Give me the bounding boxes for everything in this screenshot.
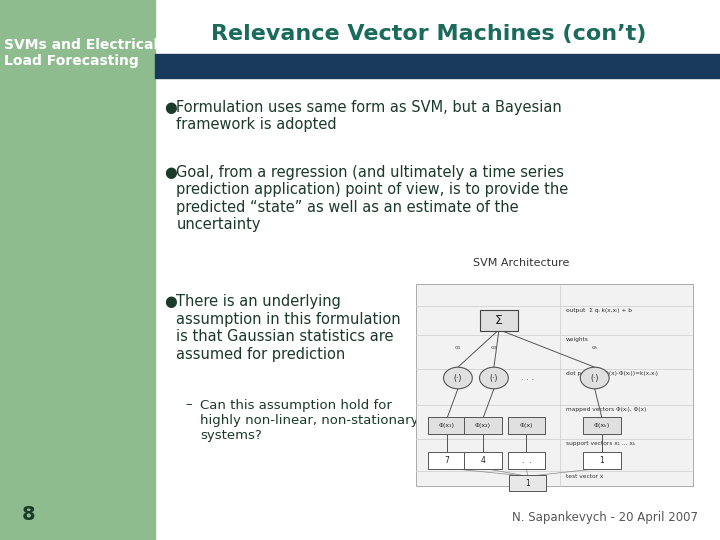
FancyBboxPatch shape	[508, 452, 545, 469]
Text: ●: ●	[164, 165, 177, 180]
Text: 1: 1	[600, 456, 604, 465]
Text: Relevance Vector Machines (con’t): Relevance Vector Machines (con’t)	[211, 24, 646, 44]
FancyBboxPatch shape	[509, 475, 546, 491]
FancyBboxPatch shape	[428, 452, 466, 469]
Text: mapped vectors Φ(xᵢ), Φ(x): mapped vectors Φ(xᵢ), Φ(x)	[566, 407, 647, 412]
FancyBboxPatch shape	[416, 284, 693, 486]
Bar	[0, 0, 155, 540]
FancyBboxPatch shape	[464, 452, 502, 469]
FancyBboxPatch shape	[583, 417, 621, 434]
FancyBboxPatch shape	[464, 417, 502, 434]
Text: 4: 4	[481, 456, 485, 465]
Text: SVM Architecture: SVM Architecture	[473, 258, 570, 268]
Text: support vectors x₁ ... xₖ: support vectors x₁ ... xₖ	[566, 441, 636, 446]
Text: 1: 1	[526, 479, 530, 488]
FancyBboxPatch shape	[583, 452, 621, 469]
Text: –: –	[186, 399, 192, 411]
Text: αₖ: αₖ	[591, 345, 598, 350]
FancyBboxPatch shape	[508, 417, 545, 434]
Text: N. Sapankevych - 20 April 2007: N. Sapankevych - 20 April 2007	[513, 511, 698, 524]
Text: Φ(x): Φ(x)	[520, 423, 533, 428]
Circle shape	[580, 367, 609, 389]
Text: SVMs and Electrical
Load Forecasting: SVMs and Electrical Load Forecasting	[4, 38, 158, 68]
Text: (·): (·)	[590, 374, 599, 382]
Text: There is an underlying
assumption in this formulation
is that Gaussian statistic: There is an underlying assumption in thi…	[176, 294, 401, 361]
Text: Goal, from a regression (and ultimately a time series
prediction application) po: Goal, from a regression (and ultimately …	[176, 165, 569, 232]
Text: Φ(x₂): Φ(x₂)	[475, 423, 491, 428]
Text: Σ: Σ	[495, 314, 503, 327]
Circle shape	[480, 367, 508, 389]
Text: 8: 8	[22, 505, 35, 524]
Text: . . .: . . .	[521, 374, 534, 382]
Circle shape	[444, 367, 472, 389]
Text: α₂: α₂	[490, 345, 498, 350]
Text: (·): (·)	[454, 374, 462, 382]
FancyBboxPatch shape	[480, 309, 518, 330]
Text: weights: weights	[566, 337, 589, 342]
Text: ●: ●	[164, 100, 177, 115]
Text: dot product (Φ(x)·Φ(xᵢ))=k(x,xᵢ): dot product (Φ(x)·Φ(xᵢ))=k(x,xᵢ)	[566, 371, 658, 376]
Text: output  Σ qᵢ k(x,xᵢ) + b: output Σ qᵢ k(x,xᵢ) + b	[566, 308, 632, 313]
Text: test vector x: test vector x	[566, 474, 603, 478]
Text: .  .: . .	[521, 456, 531, 465]
FancyBboxPatch shape	[428, 417, 466, 434]
Text: Formulation uses same form as SVM, but a Bayesian
framework is adopted: Formulation uses same form as SVM, but a…	[176, 100, 562, 132]
Text: (·): (·)	[490, 374, 498, 382]
Text: Φ(xₖ): Φ(xₖ)	[594, 423, 610, 428]
Text: Φ(x₁): Φ(x₁)	[439, 423, 455, 428]
Text: ●: ●	[164, 294, 177, 309]
Text: α₁: α₁	[454, 345, 462, 350]
Text: 7: 7	[445, 456, 449, 465]
Bar	[155, 54, 720, 78]
Text: Can this assumption hold for
highly non-linear, non-stationary
systems?: Can this assumption hold for highly non-…	[200, 399, 418, 442]
